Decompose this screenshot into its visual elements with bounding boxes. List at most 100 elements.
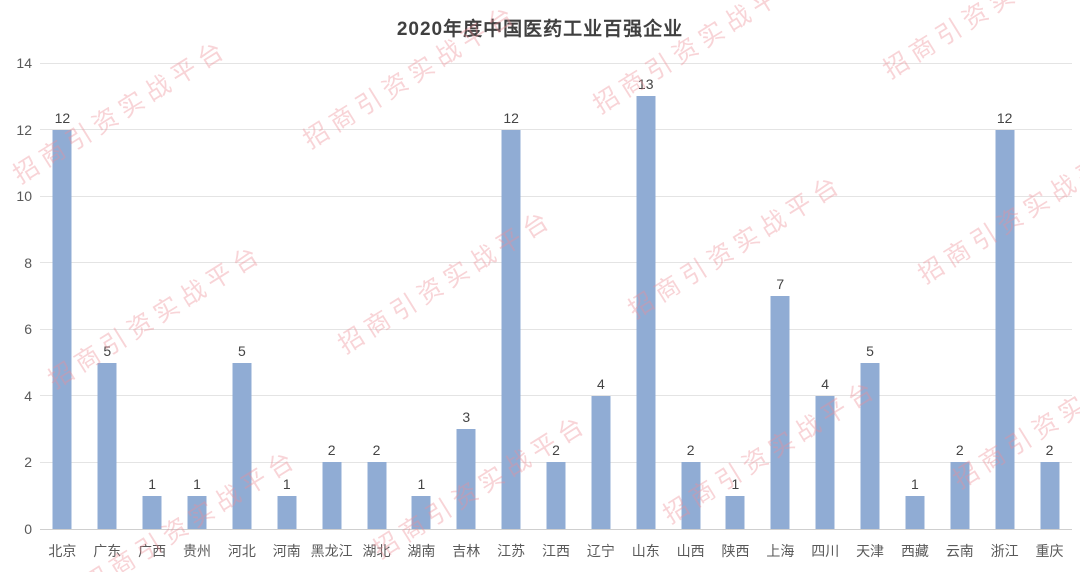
bar-slot: 1 陕西 xyxy=(713,63,758,559)
bar-湖北 xyxy=(367,462,386,529)
gridline xyxy=(40,262,1072,264)
bar-slot: 1 湖南 xyxy=(399,63,444,559)
gridline xyxy=(40,62,1072,64)
bar-value-label: 1 xyxy=(417,475,426,492)
bar-slot: 1 河南 xyxy=(264,63,309,559)
x-axis-category-label: 江苏 xyxy=(497,543,526,559)
bar-slot: 2 云南 xyxy=(937,63,982,559)
bar-value-label: 12 xyxy=(996,109,1013,126)
bar-slot: 4 辽宁 xyxy=(578,63,623,559)
bar-陕西 xyxy=(725,495,745,529)
x-axis-category-label: 北京 xyxy=(48,543,77,559)
bar-value-label: 5 xyxy=(866,342,874,359)
x-axis-category-label: 浙江 xyxy=(990,543,1019,559)
bar-value-label: 7 xyxy=(776,276,785,292)
bar-slot: 13 山东 xyxy=(623,63,668,559)
bar-广西 xyxy=(142,495,162,529)
bar-slot: 2 重庆 xyxy=(1027,63,1072,559)
x-axis-category-label: 辽宁 xyxy=(586,543,615,559)
bar-value-label: 1 xyxy=(911,475,919,492)
bar-value-label: 5 xyxy=(103,342,112,359)
y-axis-tick-label: 2 xyxy=(24,454,32,471)
bar-山东 xyxy=(636,96,656,529)
bar-value-label: 4 xyxy=(596,375,605,392)
bar-辽宁 xyxy=(591,395,611,529)
gridline xyxy=(40,195,1072,197)
bar-slot: 1 贵州 xyxy=(175,63,220,559)
y-axis-tick-label: 10 xyxy=(16,188,32,205)
plot-area: 12 北京 5 广东 1 广西 1 贵州 5 河北 1 河南 2 黑龙江 2 湖北 1 湖南 3 吉林 12 江苏 2 江西 4… xyxy=(40,62,1072,559)
bar-上海 xyxy=(770,296,790,529)
bar-value-label: 2 xyxy=(552,442,560,459)
x-axis-category-label: 湖北 xyxy=(362,543,391,559)
y-axis-tick-label: 12 xyxy=(16,121,32,138)
x-axis-category-label: 湖南 xyxy=(407,543,436,559)
bar-value-label: 2 xyxy=(372,442,381,459)
bar-value-label: 13 xyxy=(637,76,654,93)
bar-slot: 7 上海 xyxy=(758,63,803,559)
bar-slot: 12 江苏 xyxy=(489,63,534,559)
y-axis-tick-label: 0 xyxy=(24,521,32,537)
bar-黑龙江 xyxy=(322,462,342,529)
x-axis-category-label: 重庆 xyxy=(1035,543,1064,559)
bar-江西 xyxy=(546,462,566,529)
x-axis-category-label: 西藏 xyxy=(900,543,929,559)
bar-value-label: 1 xyxy=(193,475,201,492)
x-axis-category-label: 上海 xyxy=(766,543,795,559)
bar-slot: 5 天津 xyxy=(848,63,893,559)
bar-value-label: 1 xyxy=(282,475,291,492)
bar-slot: 1 广西 xyxy=(130,63,175,559)
bar-四川 xyxy=(815,395,835,529)
x-axis-category-label: 山西 xyxy=(676,543,705,559)
bar-value-label: 2 xyxy=(1045,442,1054,459)
bar-江苏 xyxy=(501,129,521,529)
chart-title: 2020年度中国医药工业百强企业 xyxy=(396,19,684,40)
bar-slot: 2 黑龙江 xyxy=(309,63,354,559)
x-axis-category-label: 陕西 xyxy=(721,543,750,559)
bar-北京 xyxy=(52,129,72,529)
x-axis-category-label: 广西 xyxy=(138,543,167,559)
bar-slot: 5 河北 xyxy=(219,63,264,559)
y-axis: 0 2 4 6 8 10 12 14 xyxy=(0,56,32,536)
bar-河北 xyxy=(232,362,252,529)
bar-slot: 12 北京 xyxy=(40,63,85,559)
bar-slot: 1 西藏 xyxy=(893,63,938,559)
bar-山西 xyxy=(681,462,701,529)
bar-河南 xyxy=(277,495,297,529)
gridline xyxy=(40,328,1072,330)
bar-value-label: 3 xyxy=(462,409,471,426)
bar-吉林 xyxy=(456,429,476,529)
gridline xyxy=(40,395,1072,397)
x-axis-category-label: 天津 xyxy=(856,543,885,559)
bar-slot: 12 浙江 xyxy=(982,63,1027,559)
x-axis-category-label: 山东 xyxy=(631,543,660,559)
x-axis-category-label: 河北 xyxy=(227,543,256,559)
bar-value-label: 12 xyxy=(54,109,71,126)
x-axis-category-label: 河南 xyxy=(272,543,301,559)
y-axis-tick-label: 4 xyxy=(24,387,32,404)
bar-slot: 3 吉林 xyxy=(444,63,489,559)
bar-value-label: 1 xyxy=(148,475,157,492)
x-axis-category-label: 贵州 xyxy=(183,543,212,559)
bar-value-label: 1 xyxy=(731,475,740,492)
bar-贵州 xyxy=(187,495,207,529)
y-axis-tick-label: 8 xyxy=(24,254,32,271)
bar-云南 xyxy=(950,462,970,529)
x-axis-category-label: 云南 xyxy=(945,543,974,559)
y-axis-tick-label: 14 xyxy=(16,55,32,71)
x-axis-line xyxy=(40,528,1072,530)
bar-value-label: 2 xyxy=(327,442,336,459)
gridline xyxy=(40,461,1072,463)
bar-西藏 xyxy=(905,495,925,529)
bar-value-label: 2 xyxy=(955,442,964,459)
bar-slot: 2 湖北 xyxy=(354,63,399,559)
x-axis-category-label: 江西 xyxy=(541,543,570,559)
bar-湖南 xyxy=(411,495,431,529)
bar-广东 xyxy=(97,362,117,529)
bar-天津 xyxy=(860,362,880,529)
bar-浙江 xyxy=(995,129,1015,529)
y-axis-tick-label: 6 xyxy=(24,321,32,338)
x-axis-category-label: 广东 xyxy=(93,543,122,559)
bar-slot: 2 山西 xyxy=(668,63,713,559)
